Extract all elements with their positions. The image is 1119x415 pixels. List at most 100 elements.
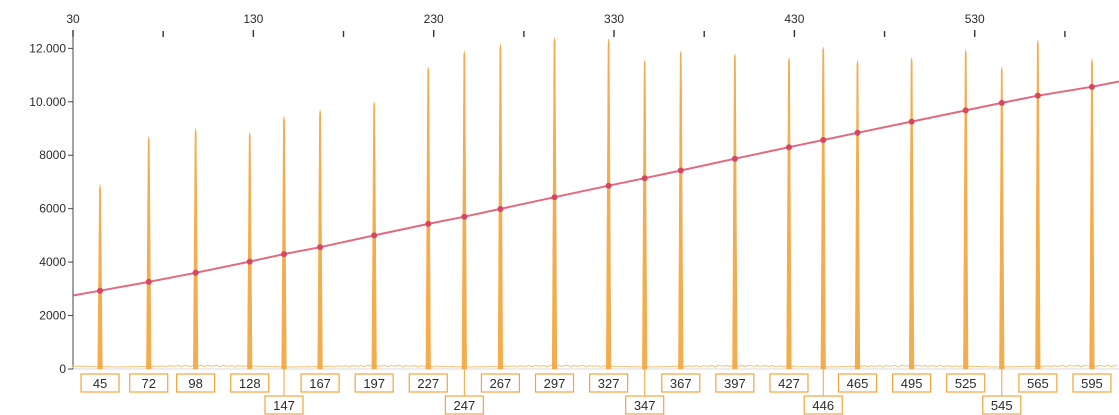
calibration-point: [145, 278, 152, 285]
peak-label-text: 227: [417, 376, 439, 391]
peak-label-box: [1072, 373, 1112, 393]
peak-label-box: [176, 373, 216, 393]
peak-mark: [732, 53, 738, 370]
peak-label-text: 297: [544, 376, 566, 391]
peak-label-text: 45: [93, 376, 107, 391]
y-axis-tick-label: 6000: [39, 202, 66, 216]
y-axis-tick-label: 4000: [39, 255, 66, 269]
peak-mark: [247, 132, 253, 370]
peak-label-text: 197: [363, 376, 385, 391]
peak-label-box: [803, 395, 843, 415]
calibration-point: [605, 182, 612, 189]
top-axis-tick-label: 130: [243, 12, 263, 26]
peak-mark: [909, 57, 915, 370]
peak-label-box: [534, 373, 575, 393]
peak-mark: [963, 49, 969, 370]
peak-label-box: [300, 373, 340, 393]
peak-labels: 45 72 98 128 147 167 197 227 247 267 297 327 347 367 3…: [80, 369, 1112, 415]
top-axis-tick-label: 30: [66, 12, 80, 26]
calibration-point: [1088, 83, 1095, 90]
peak-mark: [551, 37, 558, 370]
calibration-point: [677, 167, 684, 174]
peak-mark: [97, 184, 103, 370]
peak-mark: [425, 67, 431, 370]
peak-label-text: 495: [901, 376, 923, 391]
peak-mark: [642, 60, 648, 370]
peak-mark: [146, 136, 152, 370]
top-axis-tick-label: 430: [784, 12, 804, 26]
peak-label-box: [982, 395, 1022, 415]
peak-mark: [606, 38, 612, 370]
peak-label-box: [264, 395, 304, 415]
peak-label-box: [80, 373, 120, 393]
y-axis-tick-label: 0: [59, 362, 66, 376]
y-axis: 0 2000 4000 6000 8000 10.000 12.000: [29, 35, 1119, 376]
peak-label-box: [892, 373, 932, 393]
peak-label-box: [480, 373, 521, 393]
calibration-point: [820, 137, 827, 144]
peak-mark: [193, 128, 199, 370]
peak-label-text: 128: [239, 376, 261, 391]
peak-label-text: 465: [847, 376, 869, 391]
calibration-point: [461, 213, 468, 220]
peak-label-text: 267: [490, 376, 512, 391]
peak-mark: [1089, 59, 1095, 370]
calibration-point: [731, 155, 738, 162]
peak-mark: [999, 67, 1005, 370]
peak-label-box: [715, 373, 755, 393]
calibration-point: [371, 232, 378, 239]
y-axis-tick-label: 8000: [39, 148, 66, 162]
calibration-point: [785, 144, 792, 151]
peak-label-text: 427: [778, 376, 800, 391]
calibration-point: [281, 251, 288, 258]
calibration-point: [97, 287, 104, 294]
calibration-point: [246, 258, 253, 265]
calibration-point: [962, 107, 969, 114]
peak-label-text: 167: [309, 376, 331, 391]
calibration-point: [998, 99, 1005, 106]
peak-mark: [317, 109, 323, 370]
calibration-point: [551, 194, 558, 201]
peak-label-box: [946, 373, 986, 393]
peak-label-box: [661, 373, 701, 393]
calibration-point: [317, 244, 324, 251]
peak-label-text: 367: [670, 376, 692, 391]
peak-label-text: 525: [955, 376, 977, 391]
peak-label-box: [408, 373, 448, 393]
baseline-noise: [72, 364, 1118, 368]
peak-mark: [281, 116, 287, 370]
peak-label-text: 397: [724, 376, 746, 391]
peak-mark: [461, 50, 467, 370]
peak-label-text: 147: [273, 398, 295, 413]
calibration-point: [854, 129, 861, 136]
peak-label-text: 446: [812, 398, 834, 413]
y-axis-tick-label: 12.000: [29, 41, 66, 55]
y-axis-tick-label: 2000: [39, 309, 66, 323]
peak-mark: [678, 50, 684, 370]
peak-mark: [854, 60, 861, 370]
peak-label-box: [129, 373, 169, 393]
peak-label-box: [354, 373, 394, 393]
peak-mark: [1035, 40, 1041, 370]
peak-label-box: [444, 395, 484, 415]
peak-label-text: 545: [991, 398, 1013, 413]
peak-label-box: [589, 373, 629, 393]
peak-label-text: 98: [188, 376, 202, 391]
peak-label-box: [837, 373, 878, 393]
calibration-point: [1034, 92, 1041, 99]
peak-label-box: [230, 373, 270, 393]
calibration-line-series: [72, 80, 1119, 297]
peak-label-text: 327: [598, 376, 620, 391]
peak-label-text: 247: [453, 398, 475, 413]
calibration-point: [425, 220, 432, 227]
peak-series: [72, 37, 1118, 370]
calibration-point: [641, 175, 648, 182]
calibration-line: [72, 80, 1119, 297]
peak-mark: [820, 46, 826, 370]
top-axis-tick-label: 530: [965, 12, 985, 26]
top-axis-tick-label: 330: [604, 12, 624, 26]
calibration-point: [192, 269, 199, 276]
top-axis-tick-label: 230: [424, 12, 444, 26]
peak-mark: [786, 57, 792, 370]
